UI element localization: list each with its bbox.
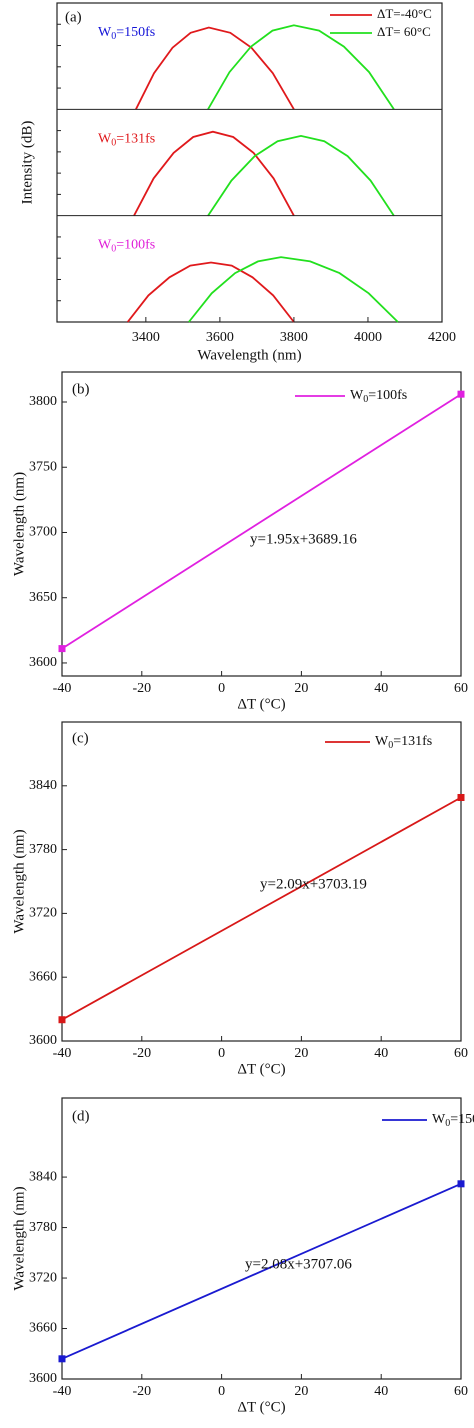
spectrum-line bbox=[133, 130, 295, 217]
plot-frame bbox=[61, 1097, 462, 1380]
subplot-label: W0=150fs bbox=[98, 25, 155, 42]
x-tick-label: 40 bbox=[374, 681, 388, 696]
data-point bbox=[58, 1016, 66, 1024]
y-tick-label: 3780 bbox=[29, 1220, 57, 1235]
spectrum-line bbox=[207, 134, 395, 217]
subplot-label-rest: =131fs bbox=[116, 132, 155, 147]
y-tick-label: 3600 bbox=[29, 1033, 57, 1048]
x-axis-title: Wavelength (nm) bbox=[197, 347, 301, 363]
y-tick-label: 3780 bbox=[29, 842, 57, 857]
y-tick-label: 3840 bbox=[29, 778, 57, 793]
fit-line bbox=[61, 796, 462, 1021]
x-axis-title: ΔT (°C) bbox=[237, 696, 285, 712]
y-tick-label: 3750 bbox=[29, 459, 57, 474]
subplot-label-sub: 0 bbox=[111, 244, 116, 255]
legend-label-rest: =100fs bbox=[368, 388, 407, 403]
y-tick-label: 3800 bbox=[29, 394, 57, 409]
data-point bbox=[457, 390, 465, 398]
x-axis-title: ΔT (°C) bbox=[237, 1061, 285, 1077]
subplot-label: W0=131fs bbox=[98, 132, 155, 149]
y-axis-title: Wavelength (nm) bbox=[11, 472, 27, 576]
x-tick-label: 40 bbox=[374, 1046, 388, 1061]
x-tick-label: 20 bbox=[294, 1046, 308, 1061]
panel-label: (d) bbox=[72, 1108, 90, 1124]
x-tick-label: 60 bbox=[454, 1046, 468, 1061]
y-tick-label: 3840 bbox=[29, 1169, 57, 1184]
legend-label-main: W bbox=[432, 1112, 446, 1127]
data-point bbox=[58, 1355, 66, 1363]
y-axis-title: Wavelength (nm) bbox=[11, 829, 27, 933]
y-tick-label: 3600 bbox=[29, 655, 57, 670]
y-tick-label: 3720 bbox=[29, 1270, 57, 1285]
y-tick-label: 3700 bbox=[29, 525, 57, 540]
subplot-label-sub: 0 bbox=[111, 31, 116, 42]
plot-frame bbox=[56, 2, 443, 323]
subplot-label-main: W bbox=[98, 25, 112, 40]
fit-equation: y=2.08x+3707.06 bbox=[245, 1256, 352, 1272]
panel-label: (c) bbox=[72, 730, 89, 746]
x-tick-label: 40 bbox=[374, 1384, 388, 1399]
legend-label: W0=100fs bbox=[350, 388, 407, 405]
x-tick-label: -40 bbox=[53, 681, 72, 696]
legend-label-rest: =131fs bbox=[393, 734, 432, 749]
y-axis-title: Wavelength (nm) bbox=[11, 1186, 27, 1290]
x-tick-label: 3400 bbox=[132, 330, 160, 345]
legend-label-sub: 0 bbox=[445, 1118, 450, 1129]
legend-label-sub: 0 bbox=[388, 740, 393, 751]
legend-label-main: W bbox=[350, 388, 364, 403]
spectrum-line bbox=[207, 24, 395, 110]
x-tick-label: 60 bbox=[454, 1384, 468, 1399]
fit-line bbox=[61, 393, 462, 650]
x-tick-label: -20 bbox=[132, 1384, 151, 1399]
legend-label-main: W bbox=[375, 734, 389, 749]
panel-label: (a) bbox=[65, 9, 82, 25]
data-point bbox=[457, 1180, 465, 1188]
subplot-label: W0=100fs bbox=[98, 238, 155, 255]
x-tick-label: -40 bbox=[53, 1384, 72, 1399]
x-tick-label: -40 bbox=[53, 1046, 72, 1061]
data-point bbox=[457, 793, 465, 801]
fit-line bbox=[61, 1182, 462, 1360]
x-tick-label: 20 bbox=[294, 1384, 308, 1399]
subplot-label-main: W bbox=[98, 132, 112, 147]
spectrum-line bbox=[126, 261, 295, 323]
x-tick-label: -20 bbox=[132, 1046, 151, 1061]
y-tick-label: 3600 bbox=[29, 1371, 57, 1386]
x-tick-label: 3800 bbox=[280, 330, 308, 345]
y-tick-label: 3660 bbox=[29, 969, 57, 984]
x-tick-label: 3600 bbox=[206, 330, 234, 345]
legend-label-rest: =150fs bbox=[450, 1112, 474, 1127]
panel-label: (b) bbox=[72, 381, 90, 397]
y-tick-label: 3650 bbox=[29, 590, 57, 605]
plot-frame bbox=[61, 721, 462, 1042]
subplot-label-rest: =150fs bbox=[116, 25, 155, 40]
y-tick-label: 3660 bbox=[29, 1321, 57, 1336]
fit-equation: y=2.09x+3703.19 bbox=[260, 876, 367, 892]
legend-label-sub: 0 bbox=[363, 394, 368, 405]
legend-label: ΔT= 60°C bbox=[377, 24, 431, 39]
legend-label: ΔT=-40°C bbox=[377, 6, 432, 21]
x-tick-label: 4000 bbox=[354, 330, 382, 345]
subplot-label-rest: =100fs bbox=[116, 238, 155, 253]
legend-label: W0=150fs bbox=[432, 1112, 474, 1129]
x-tick-label: 4200 bbox=[428, 330, 456, 345]
x-tick-label: 20 bbox=[294, 681, 308, 696]
y-tick-label: 3720 bbox=[29, 906, 57, 921]
subplot-label-sub: 0 bbox=[111, 138, 116, 149]
spectrum-line bbox=[135, 26, 295, 110]
spectrum-line bbox=[188, 256, 399, 323]
x-tick-label: 0 bbox=[218, 681, 225, 696]
subplot-label-main: W bbox=[98, 238, 112, 253]
y-axis-title: Intensity (dB) bbox=[19, 121, 35, 205]
data-point bbox=[58, 645, 66, 653]
x-tick-label: 0 bbox=[218, 1046, 225, 1061]
x-tick-label: 60 bbox=[454, 681, 468, 696]
x-tick-label: 0 bbox=[218, 1384, 225, 1399]
fit-equation: y=1.95x+3689.16 bbox=[250, 531, 357, 547]
x-tick-label: -20 bbox=[132, 681, 151, 696]
plot-frame bbox=[61, 371, 462, 677]
legend-label: W0=131fs bbox=[375, 734, 432, 751]
x-axis-title: ΔT (°C) bbox=[237, 1399, 285, 1415]
